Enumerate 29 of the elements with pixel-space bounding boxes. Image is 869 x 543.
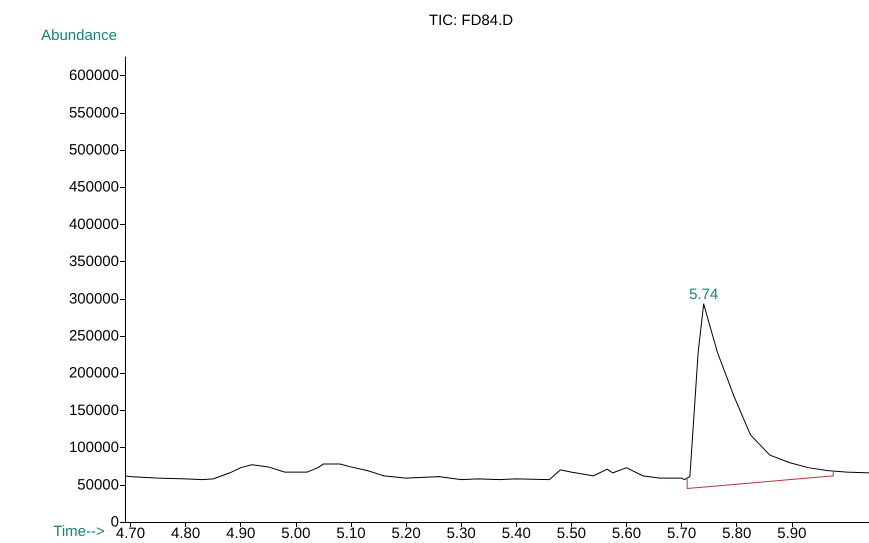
y-tick-label: 100000 [68,439,119,456]
y-tick-label: 150000 [68,402,119,419]
y-tick-label: 50000 [77,476,119,494]
x-tick-label: 5.80 [722,525,752,542]
x-axis-title: Time--> [53,523,105,540]
x-tick-label: 4.90 [226,525,256,542]
x-tick-label: 5.30 [446,525,476,542]
y-tick-label: 350000 [68,253,119,270]
y-tick-label: 250000 [68,328,119,344]
y-tick-label: 500000 [68,142,119,158]
x-tick-label: 5.40 [502,525,531,542]
y-tick-label: 300000 [68,290,119,308]
x-tick-label: 5.20 [391,525,421,542]
y-tick-label: 600000 [68,67,119,84]
x-tick-label: 4.80 [171,525,200,542]
x-tick-label: 5.50 [556,525,586,542]
y-axis-title: Abundance [41,27,117,44]
x-tick-label: 5.70 [667,525,696,542]
y-tick-label: 450000 [68,178,119,196]
y-tick-label: 550000 [68,104,119,122]
x-tick-label: 5.10 [336,525,366,542]
y-tick-label: 200000 [68,364,119,382]
annotation: 5.74 [689,286,718,304]
line-series [686,470,834,490]
y-tick-label: 400000 [68,216,119,233]
x-tick-label: 5.00 [281,525,310,542]
x-tick-label: 5.60 [612,525,642,542]
x-tick-label: 5.90 [777,525,806,542]
chart-title: TIC: FD84.D [428,12,514,29]
